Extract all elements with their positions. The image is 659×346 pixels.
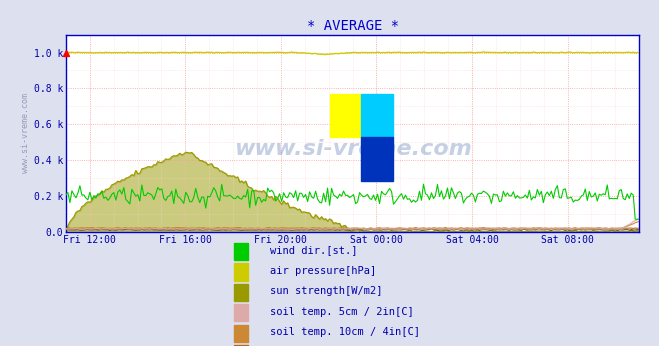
FancyBboxPatch shape	[361, 137, 393, 181]
Title: * AVERAGE *: * AVERAGE *	[306, 19, 399, 34]
Bar	[234, 325, 248, 342]
Text: air pressure[hPa]: air pressure[hPa]	[270, 266, 376, 276]
Text: sun strength[W/m2]: sun strength[W/m2]	[270, 286, 383, 296]
Bar	[234, 345, 248, 346]
Text: soil temp. 10cm / 4in[C]: soil temp. 10cm / 4in[C]	[270, 327, 420, 337]
Y-axis label: www.si-vreme.com: www.si-vreme.com	[20, 93, 30, 173]
Text: wind dir.[st.]: wind dir.[st.]	[270, 246, 358, 256]
Text: www.si-vreme.com: www.si-vreme.com	[234, 139, 471, 159]
Bar	[234, 304, 248, 321]
Bar	[234, 284, 248, 301]
Text: soil temp. 5cm / 2in[C]: soil temp. 5cm / 2in[C]	[270, 307, 414, 317]
FancyBboxPatch shape	[330, 94, 361, 137]
Bar	[234, 263, 248, 281]
FancyBboxPatch shape	[361, 94, 393, 137]
Bar	[234, 243, 248, 260]
